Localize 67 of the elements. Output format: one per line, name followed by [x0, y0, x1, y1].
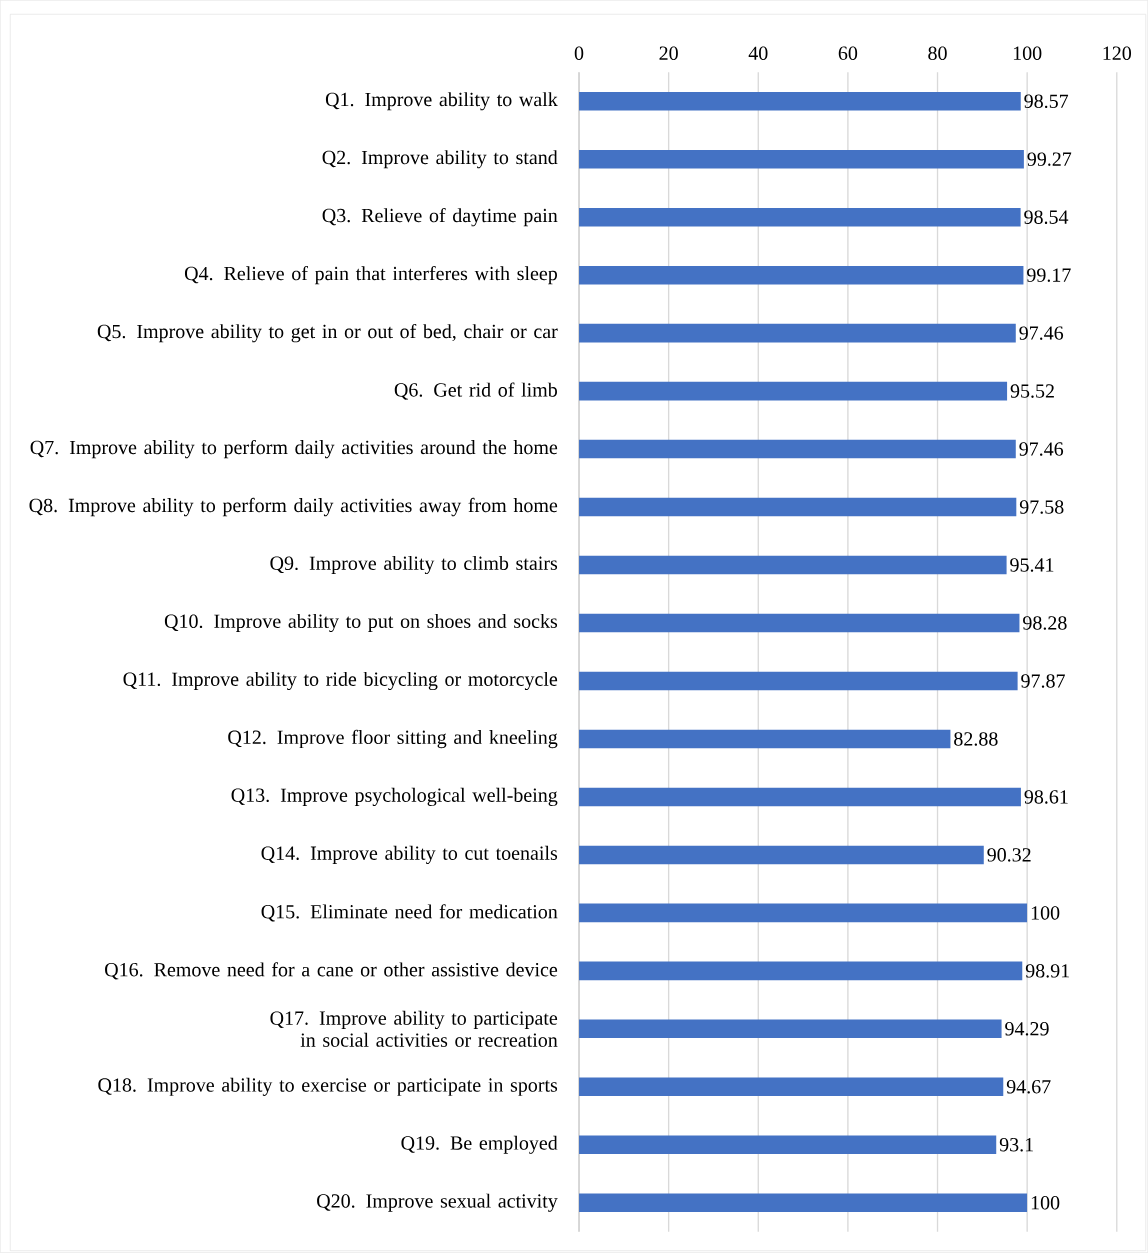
data-label: 98.57 — [1024, 94, 1069, 109]
x-tick-label: 120 — [1103, 46, 1132, 60]
y-tick-label: Q11. Improve ability to ride bicycling or motorcycle — [123, 671, 558, 691]
bar — [579, 265, 1024, 285]
bar — [579, 439, 1016, 459]
data-label: 94.67 — [1006, 1080, 1051, 1094]
y-tick-label: Q13. Improve psychological well-being — [231, 787, 558, 807]
x-tick-label: 80 — [928, 46, 947, 60]
data-label: 97.87 — [1021, 674, 1065, 688]
data-label: 97.58 — [1019, 500, 1064, 514]
bar — [579, 845, 984, 865]
bar — [579, 91, 1021, 111]
bar — [579, 207, 1021, 227]
data-label: 100 — [1031, 906, 1060, 920]
data-label: 100 — [1031, 1196, 1060, 1210]
y-tick-label: Q7. Improve ability to perform daily activities around the home — [30, 439, 558, 459]
bar — [579, 323, 1016, 343]
bar — [579, 1135, 997, 1155]
y-tick-label: Q14. Improve ability to cut toenails — [261, 845, 558, 864]
y-tick-label: Q1. Improve ability to walk — [325, 92, 558, 111]
y-tick-label: Q19. Be employed — [401, 1135, 558, 1154]
data-label: 98.54 — [1024, 210, 1069, 224]
bar — [579, 497, 1017, 517]
y-tick-label: Q6. Get rid of limb — [394, 382, 557, 400]
bar — [579, 729, 951, 749]
y-tick-label: Q18. Improve ability to exercise or participate in sports — [98, 1077, 558, 1096]
bar — [579, 961, 1023, 981]
y-tick-label: Q15. Eliminate need for medication — [261, 904, 558, 922]
x-tick-label: 40 — [748, 46, 768, 60]
data-label: 82.88 — [954, 732, 998, 746]
data-label: 90.32 — [987, 848, 1031, 862]
y-tick-label: Q20. Improve sexual activity — [317, 1193, 558, 1212]
y-tick-label: Q3. Relieve of daytime pain — [322, 208, 558, 227]
bar — [579, 381, 1008, 401]
data-label: 98.28 — [1023, 616, 1067, 630]
x-tick-label: 20 — [659, 46, 678, 60]
y-tick-label: Q10. Improve ability to put on shoes and socks — [164, 613, 558, 633]
y-tick-label: Q2. Improve ability to stand — [322, 150, 558, 169]
data-label: 98.91 — [1025, 964, 1069, 978]
x-tick-label: 60 — [838, 46, 858, 60]
bar — [579, 787, 1021, 807]
data-label: 97.46 — [1019, 326, 1064, 340]
bar — [579, 613, 1020, 633]
y-tick-label: Q12. Improve floor sitting and kneeling — [228, 729, 558, 749]
bar — [579, 555, 1007, 575]
y-tick-label: Q4. Relieve of pain that interferes with sleep — [184, 266, 557, 285]
y-tick-label: Q8. Improve ability to perform daily activities away from home — [29, 497, 558, 517]
data-label: 95.52 — [1010, 384, 1054, 398]
y-tick-label: Q17. Improve ability to participate in social activities or recreation — [270, 1010, 558, 1047]
y-tick-label: Q9. Improve ability to climb stairs — [270, 555, 558, 575]
bar — [579, 671, 1018, 691]
bar — [579, 149, 1024, 169]
bar — [579, 1193, 1028, 1213]
data-label: 94.29 — [1005, 1022, 1049, 1036]
bar — [579, 903, 1028, 923]
y-tick-label: Q16. Remove need for a cane or other assistive device — [105, 962, 558, 980]
bar — [579, 1077, 1004, 1097]
y-tick-label: Q5. Improve ability to get in or out of bed, chair or car — [97, 323, 558, 343]
x-tick-label: 100 — [1013, 46, 1042, 60]
data-label: 97.46 — [1019, 442, 1064, 456]
data-label: 93.1 — [999, 1138, 1033, 1152]
x-tick-label: 0 — [574, 46, 584, 60]
data-label: 99.27 — [1027, 152, 1072, 166]
data-label: 98.61 — [1024, 790, 1068, 804]
data-label: 99.17 — [1027, 268, 1071, 282]
bar — [579, 1019, 1002, 1039]
data-label: 95.41 — [1010, 558, 1054, 572]
